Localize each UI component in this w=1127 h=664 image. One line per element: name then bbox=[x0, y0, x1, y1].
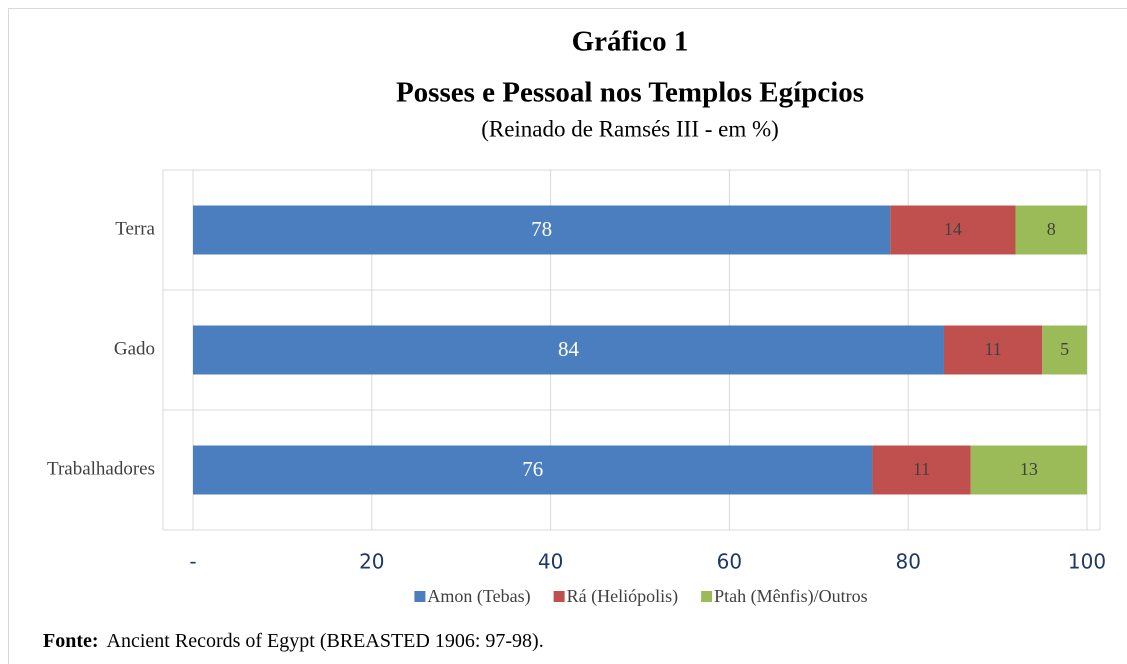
chart-title: Posses e Pessoal nos Templos Egípcios bbox=[396, 77, 864, 109]
x-tick-label: 100 bbox=[1068, 550, 1106, 574]
data-label: 8 bbox=[1047, 219, 1056, 239]
bar-segment bbox=[872, 445, 971, 495]
data-label: 13 bbox=[1020, 459, 1038, 479]
chart-subtitle: (Reinado de Ramsés III - em %) bbox=[481, 116, 779, 141]
legend-label: Ptah (Mênfis)/Outros bbox=[714, 586, 867, 607]
data-label: 76 bbox=[522, 457, 543, 481]
legend-swatch bbox=[701, 591, 713, 602]
bar-segment bbox=[193, 325, 944, 375]
source-text: Ancient Records of Egypt (BREASTED 1906:… bbox=[107, 630, 544, 652]
x-tick-label: 20 bbox=[359, 550, 384, 574]
bar-segment bbox=[1042, 325, 1087, 375]
x-tick-label: 60 bbox=[717, 550, 742, 574]
bar-segment bbox=[193, 205, 891, 255]
legend-label: Rá (Heliópolis) bbox=[567, 586, 678, 607]
source: Fonte: Ancient Records of Egypt (BREASTED… bbox=[43, 630, 544, 652]
bar-segment bbox=[1015, 205, 1087, 255]
legend-swatch bbox=[414, 591, 426, 602]
bar-segment bbox=[970, 445, 1087, 495]
y-tick-label: Terra bbox=[115, 218, 155, 239]
bar-segment bbox=[193, 445, 873, 495]
chart-title: Gráfico 1 bbox=[572, 26, 689, 58]
y-tick-label: Trabalhadores bbox=[47, 458, 155, 479]
chart-border bbox=[8, 8, 1127, 664]
legend-swatch bbox=[553, 591, 565, 602]
x-tick-label: 80 bbox=[895, 550, 920, 574]
data-label: 14 bbox=[944, 219, 962, 239]
source-label: Fonte: bbox=[43, 630, 99, 652]
x-tick-label: - bbox=[189, 550, 196, 574]
data-label: 11 bbox=[984, 339, 1001, 359]
data-label: 5 bbox=[1060, 339, 1069, 359]
x-tick-label: 40 bbox=[538, 550, 563, 574]
bar-segment bbox=[890, 205, 1016, 255]
data-label: 11 bbox=[913, 459, 930, 479]
y-tick-label: Gado bbox=[114, 338, 155, 359]
legend-label: Amon (Tebas) bbox=[427, 586, 530, 607]
bar-segment bbox=[943, 325, 1043, 375]
data-label: 84 bbox=[558, 337, 580, 361]
data-label: 78 bbox=[531, 217, 552, 241]
